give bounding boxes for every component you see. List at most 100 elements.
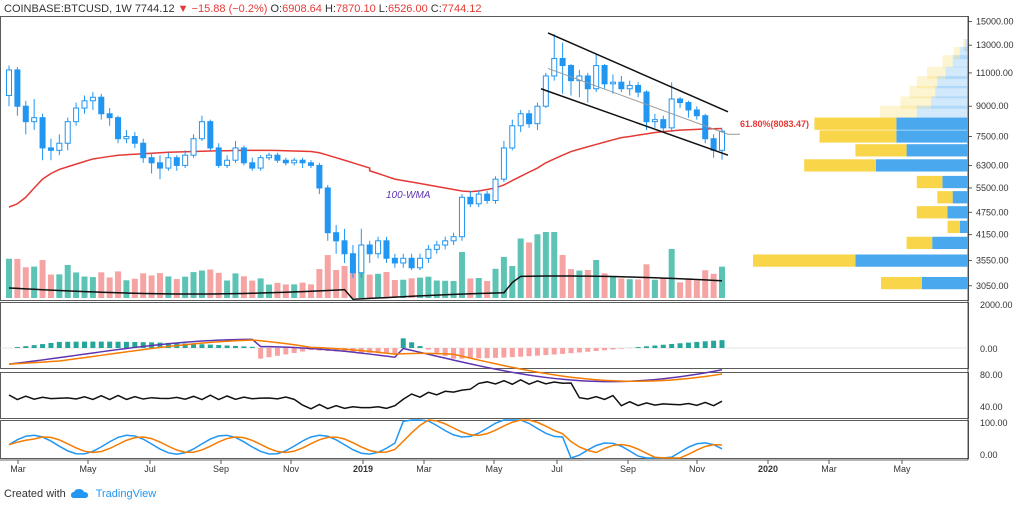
candle-body <box>685 102 692 111</box>
macd-histogram-bar <box>216 345 222 348</box>
volume-bar <box>349 267 356 298</box>
macd-histogram-bar <box>191 343 197 348</box>
volume-profile-up-bar <box>916 175 943 189</box>
candle-body <box>249 162 256 169</box>
volume-bar <box>266 284 273 298</box>
volume-bar <box>366 274 373 298</box>
tradingview-link[interactable]: TradingView <box>95 488 157 500</box>
open-label: O: <box>270 3 283 15</box>
candle-body <box>526 113 533 125</box>
macd-tick-label: 2000.00 <box>980 300 1013 310</box>
candle-body <box>224 159 231 166</box>
volume-bar <box>526 242 533 298</box>
volume-profile-down-bar <box>964 39 968 52</box>
close-value: 7744.12 <box>441 3 482 15</box>
candle-body <box>173 157 180 166</box>
candle-body <box>366 244 373 255</box>
volume-bar <box>568 269 575 298</box>
wma-label: 100-WMA <box>386 190 431 201</box>
candle-body <box>458 196 465 238</box>
macd-histogram-bar <box>31 345 37 348</box>
volume-bar <box>391 280 398 298</box>
volume-bar <box>316 269 323 298</box>
macd-histogram-bar <box>425 348 431 350</box>
channel-lower-line <box>540 88 729 156</box>
volume-bar <box>584 270 591 298</box>
macd-histogram-bar <box>40 344 46 348</box>
channel-upper-line <box>547 32 729 113</box>
candle-body <box>660 119 667 129</box>
volume-bar <box>182 276 189 298</box>
volume-bar <box>165 276 172 298</box>
volume-profile-up-bar <box>916 206 948 219</box>
volume-profile-up-bar <box>804 159 876 172</box>
time-tick-label: Sep <box>213 464 229 474</box>
volume-bar <box>131 278 138 298</box>
candle-body <box>408 257 415 269</box>
channel-mid-line <box>547 67 729 135</box>
time-tick-label: May <box>79 464 97 474</box>
macd-histogram-bar <box>107 341 113 348</box>
volume-bar <box>651 279 658 298</box>
macd-histogram-bar <box>249 346 255 348</box>
volume-profile-up-bar <box>819 130 897 143</box>
candle-body <box>618 81 625 90</box>
candle-body <box>551 57 558 77</box>
volume-profile-down-bar <box>945 66 968 80</box>
macd-histogram-bar <box>90 341 96 348</box>
stoch-tick-label: 0.00 <box>980 450 998 460</box>
volume-profile-up-bar <box>962 39 965 52</box>
volume-bar <box>190 272 197 298</box>
price-tick-label: 7500.00 <box>976 131 1009 141</box>
macd-histogram-bar <box>224 345 230 348</box>
macd-histogram-bar <box>375 348 381 354</box>
volume-bar <box>517 238 524 298</box>
candle-body <box>450 236 457 242</box>
macd-histogram-bar <box>140 342 146 348</box>
volume-bar <box>635 279 642 298</box>
volume-bar <box>173 279 180 298</box>
volume-bar <box>98 272 105 298</box>
volume-bar <box>240 276 247 298</box>
macd-histogram-bar <box>283 348 289 355</box>
candle-body <box>299 159 306 164</box>
wma-100-line <box>8 127 723 208</box>
macd-histogram-bar <box>610 348 616 350</box>
volume-profile-down-bar <box>896 130 968 143</box>
candle-body <box>307 162 314 166</box>
macd-histogram-bar <box>274 348 280 356</box>
macd-histogram-bar <box>543 348 549 356</box>
candle-body <box>383 240 390 259</box>
volume-bar <box>282 284 289 298</box>
rsi-tick-label: 80.00 <box>980 370 1003 380</box>
volume-profile-up-bar <box>855 144 907 157</box>
candle-body <box>148 157 155 164</box>
volume-bar <box>593 260 600 298</box>
candle-body <box>190 138 197 156</box>
macd-tick-label: 0.00 <box>980 344 998 354</box>
volume-bar <box>333 270 340 298</box>
candle-body <box>14 69 21 107</box>
volume-bar <box>22 267 29 298</box>
candle-body <box>106 113 113 119</box>
volume-profile-down-bar <box>906 144 968 157</box>
volume-bar <box>710 273 717 298</box>
price-tick-label: 3050.00 <box>976 281 1009 291</box>
created-with-label: Created with <box>4 488 66 500</box>
candle-body <box>266 154 273 159</box>
candle-body <box>475 193 482 205</box>
macd-histogram-bar <box>551 348 557 355</box>
candle-body <box>6 69 12 97</box>
candle-body <box>324 187 331 234</box>
volume-profile-up-bar <box>909 85 936 99</box>
macd-histogram-bar <box>56 341 62 348</box>
volume-bar <box>232 273 239 298</box>
candle-body <box>156 162 163 169</box>
volume-bar <box>458 251 465 298</box>
volume-bar <box>601 273 608 298</box>
candle-body <box>509 125 516 149</box>
candle-body <box>98 96 105 115</box>
candle-body <box>140 142 147 159</box>
candle-body <box>56 142 63 151</box>
